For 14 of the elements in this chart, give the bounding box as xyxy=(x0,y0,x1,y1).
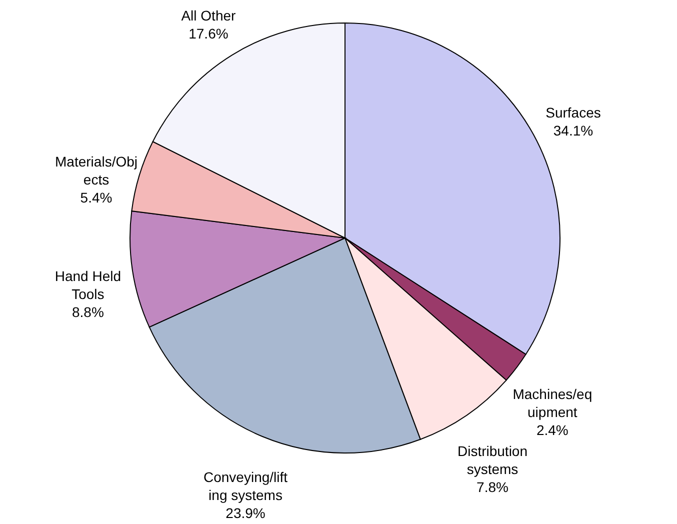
data-label: 8.8% xyxy=(72,304,104,320)
data-label: 23.9% xyxy=(226,505,266,522)
slice-label: Materials/Obj ects xyxy=(55,153,138,188)
slice-label: Hand Held Tools xyxy=(54,268,122,302)
slice-label: Conveying/lift ing systems xyxy=(203,469,288,504)
slice-label: Machines/eq uipment xyxy=(512,386,592,420)
data-label: 5.4% xyxy=(80,189,112,206)
slice-label: Surfaces xyxy=(546,104,601,120)
data-label: 17.6% xyxy=(188,26,228,42)
data-label: 34.1% xyxy=(553,122,594,138)
slice-label: All Other xyxy=(181,8,236,24)
data-label: 7.8% xyxy=(476,479,508,496)
data-label: 2.4% xyxy=(536,422,568,438)
slice-label: Distribution systems xyxy=(457,443,528,478)
